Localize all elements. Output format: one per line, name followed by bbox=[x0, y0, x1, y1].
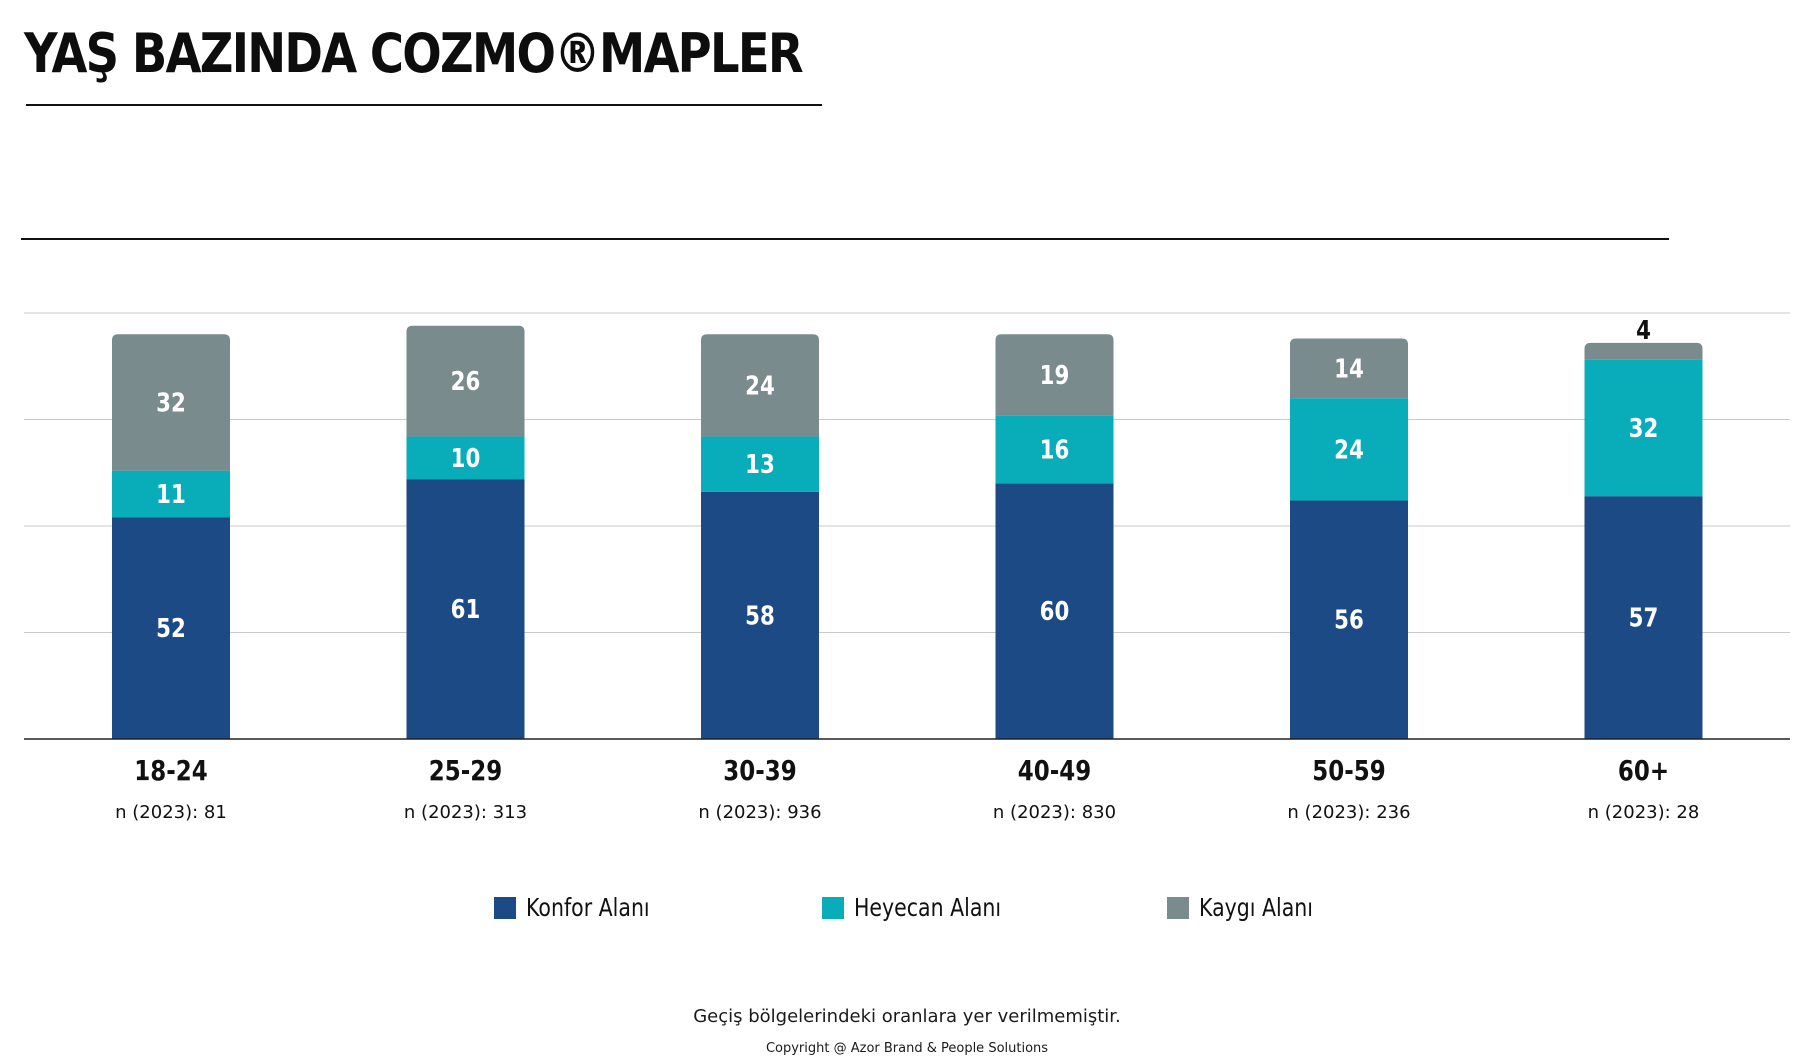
bar-kayg--18-24 bbox=[112, 334, 230, 471]
value-label-kayg--25-29: 26 bbox=[451, 366, 481, 397]
stacked-bar-chart: 52 11 32 61 10 26 58 13 24 60 16 19 56 24 14 57 32 4 18-2… bbox=[24, 312, 1790, 823]
x-axis-labels: 18-24 n (2023): 81 25-29 n (2023): 313 30-39… bbox=[115, 755, 1699, 823]
bar-konfor-60- bbox=[1584, 496, 1703, 739]
legend-item-kaygi: Kaygı Alanı bbox=[1167, 893, 1338, 922]
bar-heyecan-25-29 bbox=[406, 436, 525, 480]
value-label-heyecan-40-49: 16 bbox=[1040, 434, 1070, 465]
legend-item-konfor: Konfor Alanı bbox=[494, 893, 677, 922]
copyright: Copyright @ Azor Brand & People Solution… bbox=[765, 1041, 1049, 1056]
legend-swatch-heyecan bbox=[822, 896, 844, 919]
legend-item-heyecan: Heyecan Alanı bbox=[822, 893, 1033, 922]
bar-kayg--40-49 bbox=[995, 334, 1114, 416]
bar-konfor-25-29 bbox=[406, 479, 525, 739]
bar-kayg--30-39 bbox=[701, 334, 819, 437]
x-tick-label-60-: 60+ bbox=[1618, 755, 1669, 788]
value-label-heyecan-18-24: 11 bbox=[156, 479, 186, 510]
bar-konfor-18-24 bbox=[112, 517, 230, 739]
value-label-kayg--50-59: 14 bbox=[1334, 353, 1364, 384]
bar-konfor-40-49 bbox=[995, 483, 1114, 739]
legend-label-konfor: Konfor Alanı bbox=[526, 893, 650, 922]
value-label-heyecan-60-: 32 bbox=[1629, 413, 1659, 444]
x-tick-label-30-39: 30-39 bbox=[723, 755, 796, 788]
value-label-konfor-25-29: 61 bbox=[451, 594, 481, 625]
value-label-kayg--30-39: 24 bbox=[745, 370, 775, 401]
legend-label-kaygi: Kaygı Alanı bbox=[1199, 893, 1313, 922]
title-underline bbox=[26, 104, 822, 106]
legend: Konfor Alanı Heyecan Alanı Kaygı Alanı bbox=[0, 893, 1814, 933]
bars bbox=[112, 325, 1703, 739]
value-label-kayg--18-24: 32 bbox=[156, 387, 186, 418]
sample-size-label-25-29: n (2023): 313 bbox=[404, 802, 527, 823]
value-label-konfor-60-: 57 bbox=[1629, 603, 1659, 634]
bar-heyecan-50-59 bbox=[1290, 398, 1408, 501]
value-label-heyecan-25-29: 10 bbox=[451, 443, 481, 474]
value-label-heyecan-30-39: 13 bbox=[745, 449, 775, 480]
sample-size-label-60-: n (2023): 28 bbox=[1588, 802, 1700, 823]
x-tick-label-18-24: 18-24 bbox=[134, 755, 207, 788]
bar-heyecan-40-49 bbox=[995, 415, 1114, 484]
legend-swatch-konfor bbox=[494, 896, 516, 919]
page-title: YAŞ BAZINDA COZMO®MAPLER bbox=[24, 22, 804, 85]
sample-size-label-40-49: n (2023): 830 bbox=[993, 802, 1116, 823]
value-label-konfor-50-59: 56 bbox=[1334, 605, 1364, 636]
bar-kayg--60- bbox=[1584, 342, 1703, 360]
legend-label-heyecan: Heyecan Alanı bbox=[854, 893, 1002, 922]
chart-top-divider bbox=[21, 238, 1669, 240]
bar-heyecan-18-24 bbox=[112, 470, 230, 518]
gridlines bbox=[24, 312, 1790, 633]
x-tick-label-25-29: 25-29 bbox=[429, 755, 502, 788]
value-label-kayg--40-49: 19 bbox=[1040, 360, 1070, 391]
value-label-konfor-30-39: 58 bbox=[745, 600, 775, 631]
bar-heyecan-30-39 bbox=[701, 436, 819, 492]
bar-kayg--50-59 bbox=[1290, 338, 1408, 399]
value-label-konfor-40-49: 60 bbox=[1040, 596, 1070, 627]
value-label-konfor-18-24: 52 bbox=[156, 613, 186, 644]
sample-size-label-30-39: n (2023): 936 bbox=[698, 802, 821, 823]
value-label-heyecan-50-59: 24 bbox=[1334, 434, 1364, 465]
footnote: Geçiş bölgelerindeki oranlara yer verilm… bbox=[693, 1006, 1121, 1027]
bar-kayg--25-29 bbox=[406, 325, 525, 437]
bar-value-labels: 52 11 32 61 10 26 58 13 24 60 16 19 56 24 14 57 32 4 bbox=[156, 315, 1658, 644]
legend-swatch-kaygi bbox=[1167, 896, 1189, 919]
x-tick-label-50-59: 50-59 bbox=[1312, 755, 1385, 788]
bar-heyecan-60- bbox=[1584, 359, 1703, 497]
bar-konfor-30-39 bbox=[701, 491, 819, 739]
bar-konfor-50-59 bbox=[1290, 500, 1408, 739]
x-tick-label-40-49: 40-49 bbox=[1018, 755, 1091, 788]
value-label-kayg--60-: 4 bbox=[1636, 315, 1651, 346]
sample-size-label-50-59: n (2023): 236 bbox=[1287, 802, 1410, 823]
sample-size-label-18-24: n (2023): 81 bbox=[115, 802, 227, 823]
